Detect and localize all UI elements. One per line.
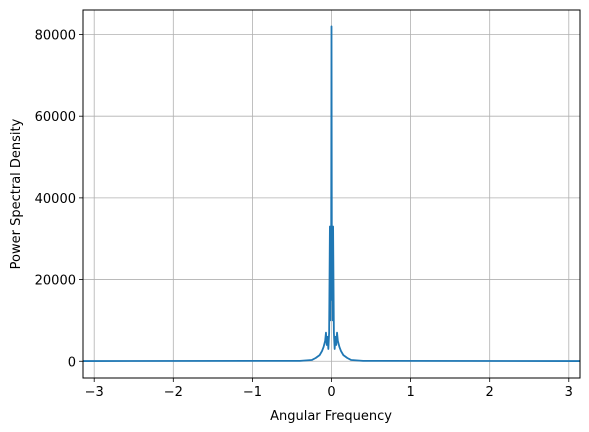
- x-tick-label: 2: [486, 385, 494, 400]
- x-tick-label: −1: [243, 385, 262, 400]
- y-tick-label: 60000: [35, 110, 76, 125]
- y-tick-label: 20000: [35, 274, 76, 289]
- x-tick-label: 3: [565, 385, 573, 400]
- x-tick-label: −2: [164, 385, 183, 400]
- y-axis-label: Power Spectral Density: [9, 118, 24, 269]
- y-axis: 0 20000 40000 60000 80000: [35, 29, 83, 370]
- x-tick-label: 1: [406, 385, 414, 400]
- x-axis: −3 −2 −1 0 1 2 3: [85, 378, 573, 400]
- x-axis-label: Angular Frequency: [270, 409, 392, 424]
- y-tick-label: 40000: [35, 192, 76, 207]
- psd-series-line: [82, 25, 581, 362]
- y-tick-label: 80000: [35, 29, 76, 44]
- x-tick-label: −3: [85, 385, 104, 400]
- y-tick-label: 0: [68, 355, 76, 370]
- x-tick-label: 0: [327, 385, 335, 400]
- series-group: [82, 25, 581, 362]
